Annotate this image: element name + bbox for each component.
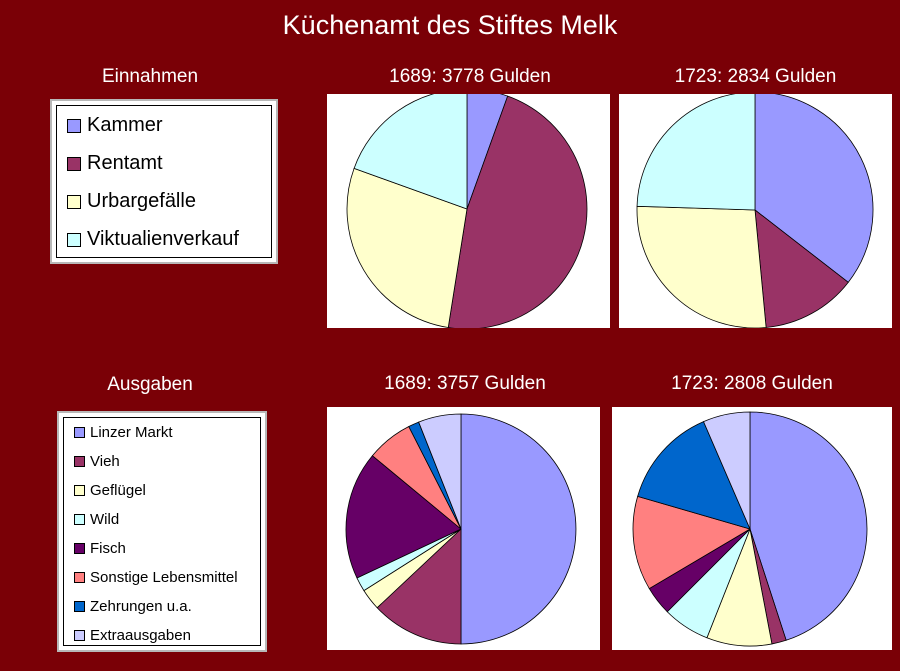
pie-slice-linzer-markt [749, 411, 868, 641]
legend-item-rentamt: Rentamt [67, 152, 163, 175]
pie-svg-income-1723 [636, 94, 874, 328]
expenses-legend: Linzer Markt Vieh Geflügel Wild Fisch Sonstig… [57, 411, 267, 652]
legend-label: Linzer Markt [90, 424, 173, 441]
legend-item-linzer-markt: Linzer Markt [74, 424, 173, 441]
legend-label: Viktualienverkauf [87, 228, 239, 250]
legend-label: Sonstige Lebensmittel [90, 569, 238, 586]
pie-chart-expenses-1689 [327, 407, 600, 650]
legend-item-kammer: Kammer [67, 114, 163, 137]
legend-label: Geflügel [90, 482, 146, 499]
pie-svg-income-1689 [346, 94, 588, 328]
legend-swatch [74, 427, 85, 438]
legend-label: Rentamt [87, 152, 163, 174]
pie-slice-kammer [754, 94, 874, 283]
legend-item-gefluegel: Geflügel [74, 482, 146, 499]
expenses-label: Ausgaben [107, 374, 193, 395]
legend-label: Fisch [90, 540, 126, 557]
legend-swatch [74, 514, 85, 525]
pie-svg-expenses-1689 [345, 413, 577, 645]
pie-title-income-1689: 1689: 3778 Gulden [389, 66, 551, 87]
pie-slice-extraausgaben [703, 411, 751, 530]
legend-label: Urbargefälle [87, 190, 196, 212]
pie-chart-income-1689 [327, 94, 610, 328]
pie-slice-rentamt [447, 95, 588, 328]
legend-swatch [74, 456, 85, 467]
pie-slice-fisch [345, 455, 462, 579]
income-label: Einnahmen [101, 66, 199, 87]
legend-label: Wild [90, 511, 120, 528]
pie-slice-viktualienverkauf [636, 94, 756, 211]
legend-label: Extraausgaben [90, 627, 191, 644]
legend-swatch [67, 118, 81, 133]
legend-item-viktualienverkauf: Viktualienverkauf [67, 228, 239, 251]
legend-swatch [74, 485, 85, 496]
legend-item-wild: Wild [74, 511, 119, 528]
legend-swatch [67, 232, 81, 247]
pie-slice-extraausgaben [418, 413, 462, 530]
legend-swatch [74, 601, 85, 612]
pie-slice-sonstige-lebensmittel [632, 495, 751, 590]
legend-item-vieh: Vieh [74, 453, 120, 470]
pie-title-income-1723: 1723: 2834 Gulden [674, 66, 837, 87]
legend-label: Kammer [87, 114, 163, 136]
pie-slice-rentamt [754, 209, 849, 328]
pie-slice-urbargefaelle [636, 205, 767, 328]
pie-chart-expenses-1723 [612, 407, 892, 650]
pie-slice-linzer-markt [460, 413, 577, 645]
legend-swatch [74, 543, 85, 554]
pie-svg-expenses-1723 [632, 411, 868, 647]
pie-slice-zehrungen-u-a [637, 421, 751, 530]
pie-chart-income-1723 [619, 94, 892, 328]
legend-item-extraausgaben: Extraausgaben [74, 627, 191, 644]
legend-item-urbargefaelle: Urbargefälle [67, 190, 196, 213]
pie-slice-viktualienverkauf [353, 94, 468, 210]
pie-title-expenses-1689: 1689: 3757 Gulden [384, 373, 546, 394]
income-legend: Kammer Rentamt Urbargefälle Viktualienverka… [50, 99, 278, 264]
legend-item-sonstige-lebensmittel: Sonstige Lebensmittel [74, 569, 238, 586]
legend-swatch [74, 630, 85, 641]
legend-swatch [67, 156, 81, 171]
pie-slice-urbargefaelle [346, 167, 468, 328]
pie-title-expenses-1723: 1723: 2808 Gulden [671, 373, 833, 394]
legend-label: Zehrungen u.a. [90, 598, 192, 615]
legend-item-zehrungen-u-a: Zehrungen u.a. [74, 598, 192, 615]
page-title: Küchenamt des Stiftes Melk [282, 10, 618, 40]
legend-swatch [67, 194, 81, 209]
legend-item-fisch: Fisch [74, 540, 126, 557]
pie-slice-vieh [376, 528, 462, 645]
legend-swatch [74, 572, 85, 583]
legend-label: Vieh [90, 453, 120, 470]
